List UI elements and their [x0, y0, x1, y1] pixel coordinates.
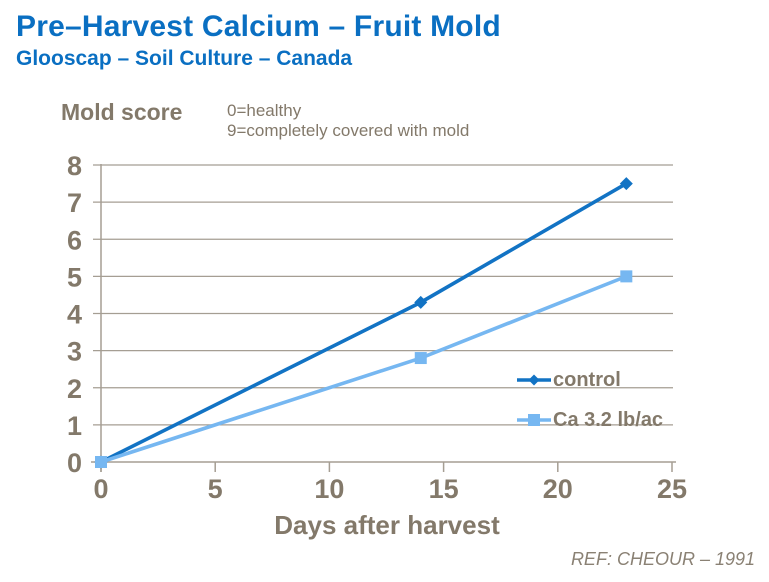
x-tick-label-15: 15	[429, 474, 459, 504]
y-axis-title: Mold score	[61, 99, 183, 125]
y-tick-label-7: 7	[67, 188, 82, 218]
legend-label-ca: Ca 3.2 lb/ac	[553, 409, 664, 431]
x-tick-label-25: 25	[657, 474, 687, 504]
y-tick-label-1: 1	[67, 411, 82, 441]
y-tick-label-5: 5	[67, 262, 82, 292]
y-tick-label-2: 2	[67, 374, 82, 404]
scale-note-line1: 0=healthy	[227, 101, 302, 120]
series-1-point-14	[414, 352, 427, 365]
y-tick-label-0: 0	[67, 448, 82, 478]
legend-item-control: control	[516, 360, 696, 400]
diamond-marker-glyph	[528, 374, 540, 386]
legend: control Ca 3.2 lb/ac	[516, 360, 696, 440]
legend-item-ca: Ca 3.2 lb/ac	[516, 400, 696, 440]
control-series-marker-icon	[517, 374, 551, 386]
series-1-point-23	[620, 270, 633, 283]
x-axis-title: Days after harvest	[274, 510, 500, 540]
y-tick-label-3: 3	[67, 337, 82, 367]
reference-text: REF: CHEOUR – 1991	[570, 549, 755, 569]
series-0-point-23	[619, 177, 633, 191]
x-tick-label-20: 20	[543, 474, 573, 504]
series-1-point-0	[95, 456, 107, 468]
ca-series-marker-icon	[517, 414, 551, 426]
legend-label-control: control	[553, 369, 621, 391]
y-tick-label-8: 8	[67, 151, 82, 181]
x-tick-label-0: 0	[93, 474, 108, 504]
x-tick-label-5: 5	[208, 474, 223, 504]
chart-subtitle: Glooscap – Soil Culture – Canada	[16, 47, 353, 70]
y-tick-label-4: 4	[67, 300, 82, 330]
y-tick-label-6: 6	[67, 225, 82, 255]
square-marker-glyph	[528, 414, 540, 426]
chart-title: Pre–Harvest Calcium – Fruit Mold	[16, 10, 501, 43]
series-0-point-14	[414, 295, 428, 309]
scale-note-line2: 9=completely covered with mold	[227, 121, 470, 140]
scale-note: 0=healthy 9=completely covered with mold	[227, 101, 469, 141]
x-tick-label-10: 10	[314, 474, 344, 504]
